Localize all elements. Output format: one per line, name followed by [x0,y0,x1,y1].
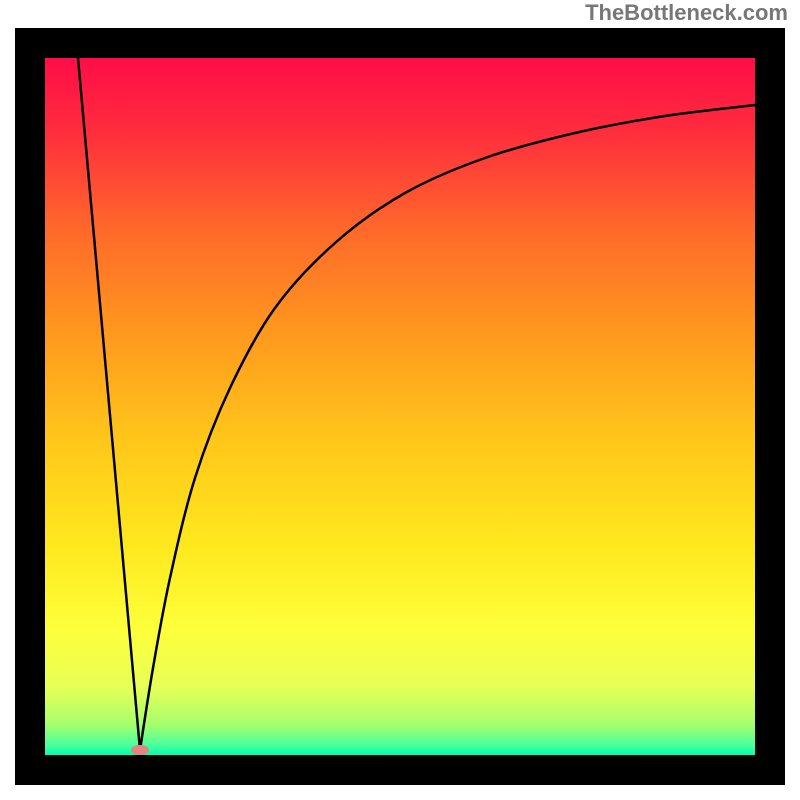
chart-frame [15,28,785,785]
chart-root: TheBottleneck.com [0,0,800,800]
